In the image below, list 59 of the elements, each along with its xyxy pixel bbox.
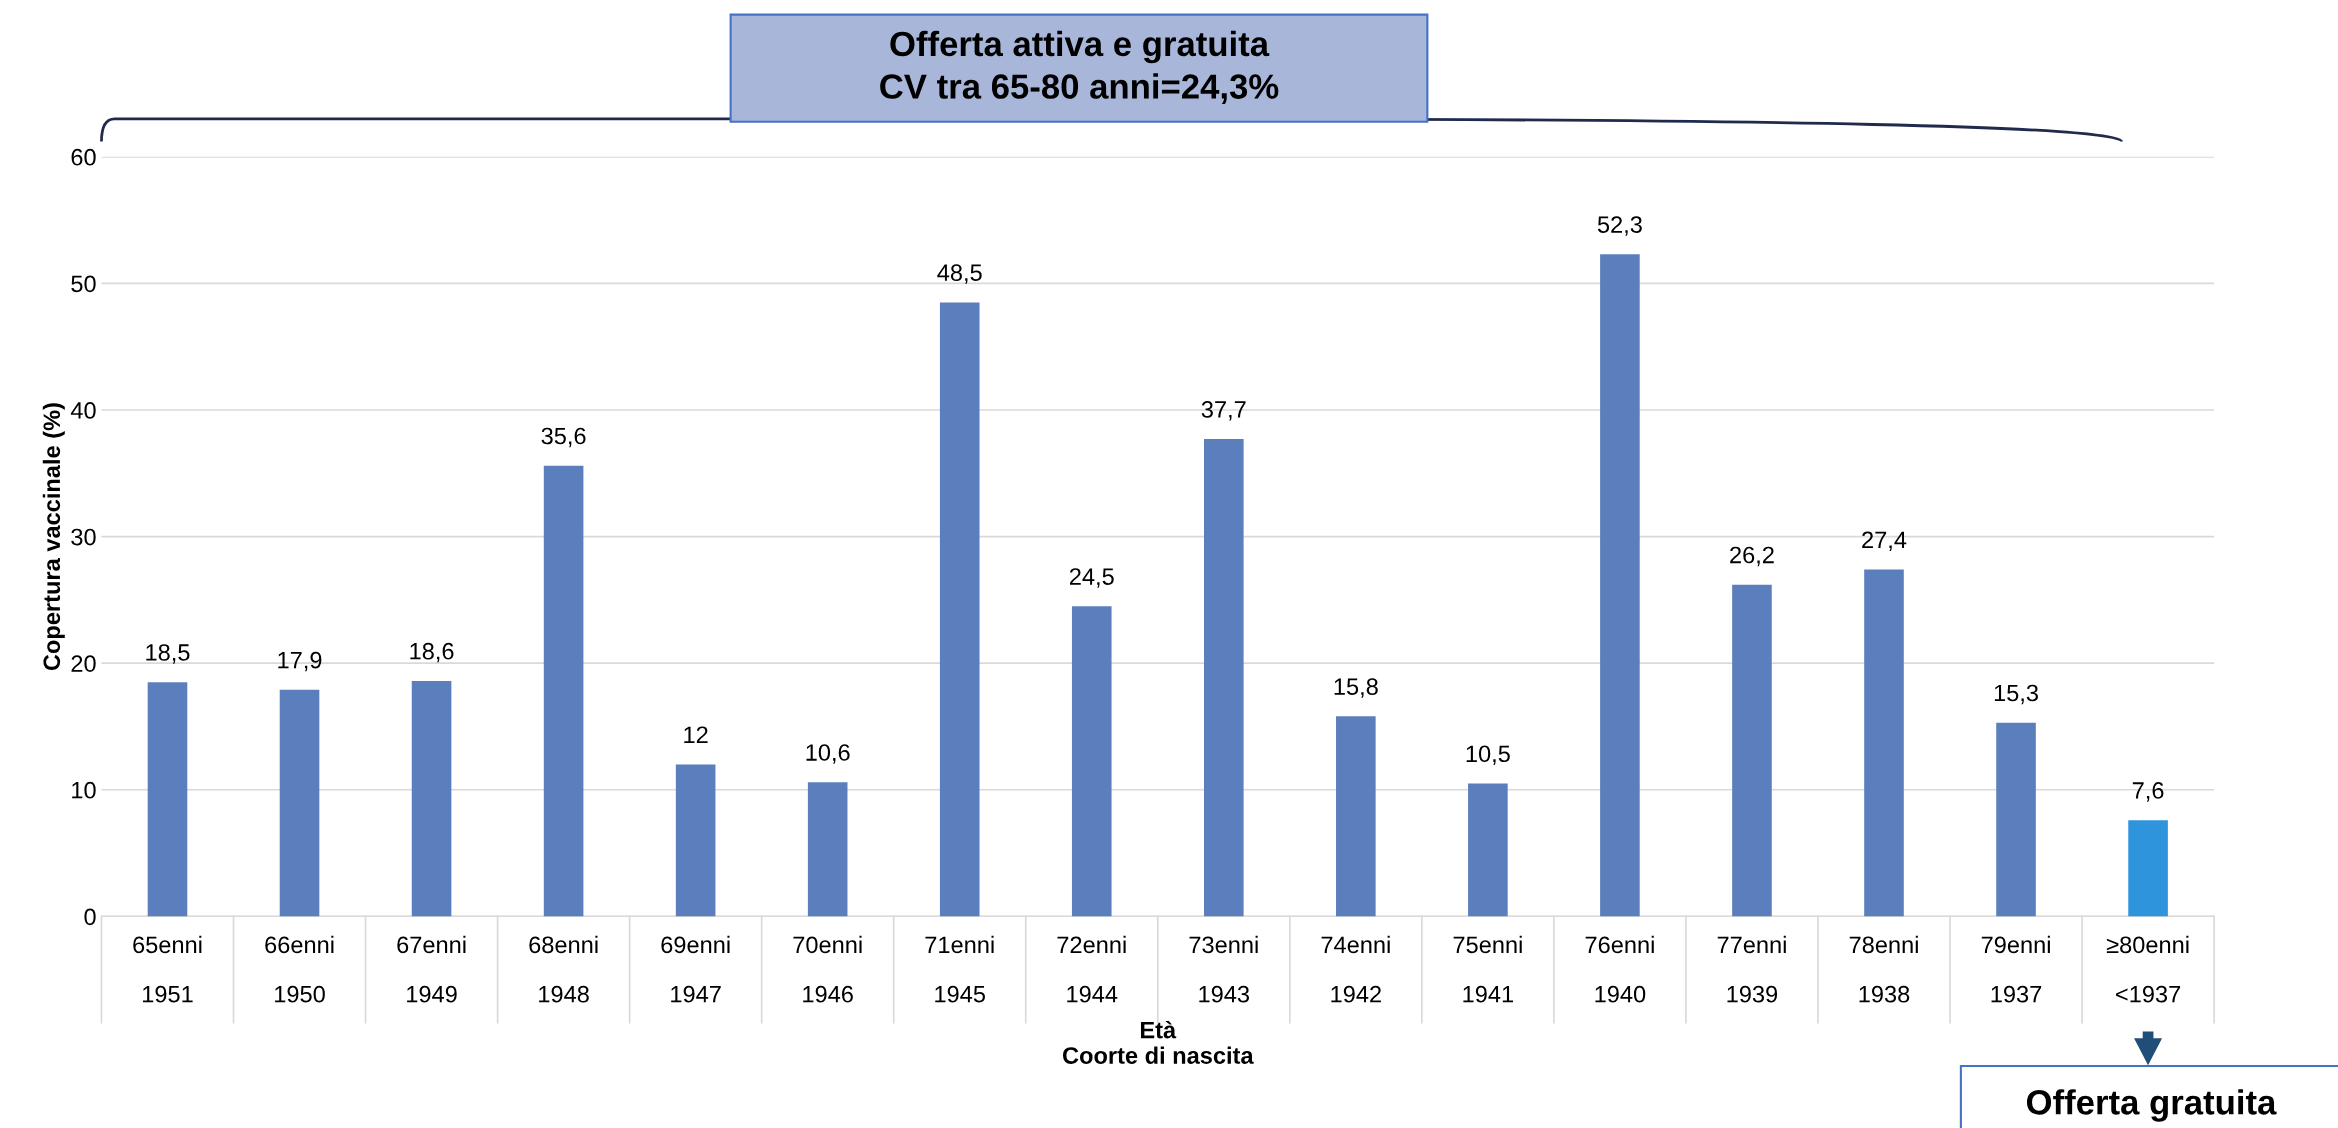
bar [279,689,320,917]
data-label: 10,5 [1466,745,1510,765]
bar [675,764,716,917]
data-label: 24,5 [1069,568,1114,588]
category-label: 68enni 1948 [529,935,598,1003]
bar [1071,606,1112,917]
data-label: 48,5 [937,264,982,284]
bar [411,680,452,917]
y-tick-label: 0 [84,908,96,926]
category-label: ≥80enni <1937 [2106,935,2189,1003]
data-label: 18,5 [146,644,190,664]
bar [1468,783,1508,917]
category-label: 71enni 1945 [925,935,994,1003]
bar [1864,569,1904,917]
data-label: 26,2 [1730,546,1774,567]
data-label: 10,6 [806,744,850,764]
data-label: 17,9 [278,651,322,672]
bar [1996,722,2036,917]
bar [939,302,980,917]
bar [1336,716,1376,917]
category-label: 75enni 1941 [1453,935,1522,1003]
bar [2128,820,2168,917]
category-label: 66enni 1950 [265,935,334,1003]
data-label: 15,8 [1334,678,1378,698]
data-label: 12 [684,726,708,743]
x-axis-title: Età Coorte di nascita [1062,1020,1254,1064]
bar [543,465,584,917]
data-label: 37,7 [1201,401,1246,421]
bar [1203,439,1244,917]
data-label: 27,4 [1862,531,1907,551]
data-label: 18,6 [410,642,454,663]
text: Offerta attiva e gratuita CV tra 65-80 anni=24,3% [880,30,1279,104]
category-label: 73enni 1943 [1189,935,1258,1003]
category-label: 79enni 1937 [1981,935,2050,1003]
bar [1600,254,1640,917]
bar [1732,584,1772,917]
category-label: 67enni 1949 [397,935,466,1003]
y-tick-label: 60 [71,148,96,166]
y-tick-label: 20 [71,655,96,672]
text: Offerta gratuita [2026,1089,2277,1122]
bar [147,682,188,917]
data-label: 52,3 [1597,216,1642,236]
category-label: 69enni 1947 [661,935,730,1003]
category-label: 72enni 1944 [1057,935,1126,1003]
y-tick-label: 10 [72,781,96,799]
data-label: 7,6 [2132,782,2164,802]
data-label: 35,6 [541,427,586,448]
category-label: 65enni 1951 [133,935,202,1003]
bar [807,782,848,917]
category-label: 70enni 1946 [793,935,862,1003]
category-label: 78enni 1938 [1849,935,1918,1003]
category-label: 74enni 1942 [1321,935,1390,1003]
y-tick-label: 50 [71,275,96,293]
category-label: 76enni 1940 [1585,935,1654,1003]
y-tick-label: 40 [70,402,96,419]
category-label: 77enni 1939 [1717,935,1786,1003]
data-label: 15,3 [1994,684,2038,705]
y-axis-title: Copertura vaccinale (%) [42,403,65,671]
y-tick-label: 30 [71,528,96,546]
